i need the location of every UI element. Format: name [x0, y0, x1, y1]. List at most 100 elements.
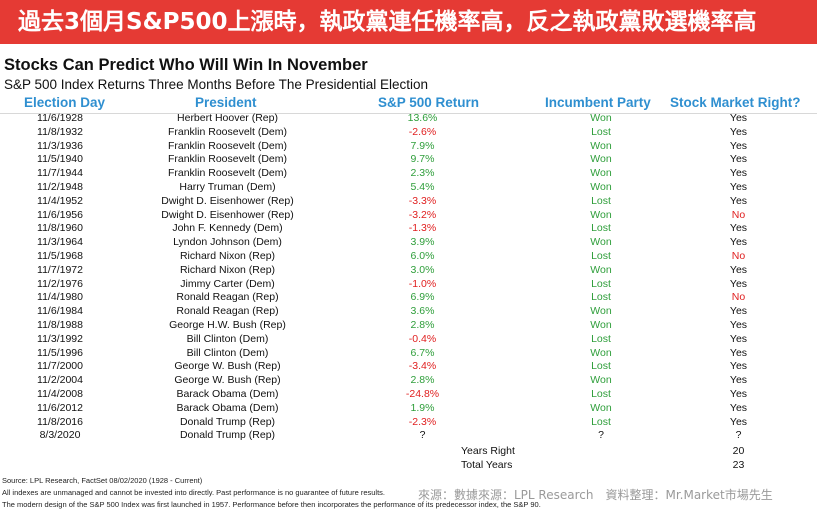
table-body: 11/6/1928 Herbert Hoover (Rep) 13.6% Won Yes… [0, 112, 817, 443]
table-row: 11/7/2000 George W. Bush (Rep) -3.4% Lost Ye… [0, 360, 817, 374]
cell-election-day: 11/8/2016 [37, 415, 83, 428]
cell-return: 2.8% [410, 374, 435, 387]
cell-president: Franklin Roosevelt (Dem) [167, 125, 288, 138]
cell-election-day: 11/5/1940 [37, 153, 83, 166]
cell-return: 1.9% [410, 401, 435, 414]
col-header-president: President [195, 95, 257, 110]
cell-president: Franklin Roosevelt (Dem) [167, 139, 288, 152]
cell-election-day: 11/2/2004 [37, 374, 83, 387]
cell-return: 6.0% [410, 249, 435, 262]
cell-election-day: 11/3/1936 [37, 139, 83, 152]
table-row: 11/4/1952 Dwight D. Eisenhower (Rep) -3.3%… [0, 195, 817, 209]
cell-president: Ronald Reagan (Rep) [176, 305, 279, 318]
table-row: 11/4/2008 Barack Obama (Dem) -24.8% Lost Yes [0, 388, 817, 402]
table-row: 11/6/2012 Barack Obama (Dem) 1.9% Won Yes [0, 402, 817, 416]
cell-incumbent-party: Won [590, 153, 612, 166]
chart-subtitle: S&P 500 Index Returns Three Months Befor… [4, 77, 428, 92]
cell-incumbent-party: Lost [591, 194, 611, 207]
cell-return: 6.9% [410, 291, 435, 304]
cell-election-day: 11/6/1984 [37, 305, 83, 318]
table-row: 11/8/1988 George H.W. Bush (Rep) 2.8% Won Ye… [0, 319, 817, 333]
cell-president: Barack Obama (Dem) [176, 401, 279, 414]
cell-president: Ronald Reagan (Rep) [176, 291, 279, 304]
cell-market-right: Yes [729, 180, 748, 193]
cell-incumbent-party: Won [590, 180, 612, 193]
years-right-label: Years Right [461, 445, 515, 457]
col-header-return: S&P 500 Return [378, 95, 480, 110]
cell-incumbent-party: Lost [591, 249, 611, 262]
cell-market-right: Yes [729, 112, 748, 124]
table-row: 11/8/1960 John F. Kennedy (Dem) -1.3% Lost Y… [0, 222, 817, 236]
cell-president: Barack Obama (Dem) [176, 387, 279, 400]
cell-election-day: 11/4/2008 [37, 387, 83, 400]
cell-incumbent-party: ? [598, 429, 604, 442]
cell-president: Franklin Roosevelt (Dem) [167, 167, 288, 180]
credit-watermark: 來源：數據來源：LPL Research 資料整理：Mr.Market市場先生 [418, 488, 773, 502]
cell-return: 3.0% [410, 263, 435, 276]
table-row: 11/3/1936 Franklin Roosevelt (Dem) 7.9% Won… [0, 140, 817, 154]
cell-incumbent-party: Lost [591, 415, 611, 428]
cell-market-right: Yes [729, 139, 748, 152]
cell-election-day: 11/6/2012 [37, 401, 83, 414]
cell-incumbent-party: Lost [591, 125, 611, 138]
cell-return: -3.3% [408, 194, 437, 207]
cell-election-day: 11/2/1976 [37, 277, 83, 290]
cell-market-right: Yes [729, 167, 748, 180]
col-header-market-right: Stock Market Right? [670, 95, 801, 110]
cell-election-day: 11/8/1988 [37, 318, 83, 331]
cell-market-right: No [731, 208, 746, 221]
cell-market-right: No [731, 291, 746, 304]
cell-president: Lyndon Johnson (Dem) [173, 236, 282, 249]
cell-election-day: 11/5/1968 [37, 249, 83, 262]
design-footnote: The modern design of the S&P 500 Index w… [2, 500, 541, 509]
cell-election-day: 11/2/1948 [37, 180, 83, 193]
cell-incumbent-party: Won [590, 305, 612, 318]
cell-election-day: 11/6/1956 [37, 208, 83, 221]
cell-incumbent-party: Won [590, 236, 612, 249]
cell-incumbent-party: Lost [591, 387, 611, 400]
cell-incumbent-party: Lost [591, 360, 611, 373]
table-row: 11/3/1964 Lyndon Johnson (Dem) 3.9% Won Yes [0, 236, 817, 250]
cell-market-right: Yes [729, 360, 748, 373]
cell-election-day: 11/6/1928 [37, 112, 83, 124]
cell-president: Bill Clinton (Dem) [186, 332, 269, 345]
cell-market-right: Yes [729, 401, 748, 414]
source-footnote: Source: LPL Research, FactSet 08/02/2020… [2, 476, 203, 485]
years-right-value: 20 [732, 445, 745, 457]
total-years-label: Total Years [461, 459, 513, 471]
cell-return: -2.3% [408, 415, 437, 428]
cell-market-right: Yes [729, 332, 748, 345]
cell-election-day: 11/5/1996 [37, 346, 83, 359]
cell-return: -3.4% [408, 360, 437, 373]
cell-market-right: Yes [729, 194, 748, 207]
cell-market-right: Yes [729, 222, 748, 235]
disclaimer-footnote: All indexes are unmanaged and cannot be … [2, 488, 386, 497]
cell-president: Richard Nixon (Rep) [179, 263, 276, 276]
cell-election-day: 11/4/1952 [37, 194, 83, 207]
table-row: 11/2/1948 Harry Truman (Dem) 5.4% Won Yes [0, 181, 817, 195]
cell-return: -2.6% [408, 125, 437, 138]
cell-return: 3.6% [410, 305, 435, 318]
cell-return: 2.8% [410, 318, 435, 331]
cell-incumbent-party: Lost [591, 277, 611, 290]
table-row: 11/4/1980 Ronald Reagan (Rep) 6.9% Lost No [0, 291, 817, 305]
col-header-election-day: Election Day [24, 95, 106, 110]
cell-election-day: 11/3/1992 [37, 332, 83, 345]
cell-incumbent-party: Won [590, 139, 612, 152]
cell-election-day: 8/3/2020 [39, 429, 81, 442]
cell-election-day: 11/4/1980 [37, 291, 83, 304]
table-row: 11/6/1984 Ronald Reagan (Rep) 3.6% Won Yes [0, 305, 817, 319]
cell-market-right: Yes [729, 263, 748, 276]
cell-president: Jimmy Carter (Dem) [180, 277, 275, 290]
cell-president: Donald Trump (Rep) [179, 415, 276, 428]
cell-market-right: ? [735, 429, 742, 442]
cell-incumbent-party: Lost [591, 332, 611, 345]
cell-president: Harry Truman (Dem) [179, 180, 276, 193]
table-row: 11/5/1968 Richard Nixon (Rep) 6.0% Lost No [0, 250, 817, 264]
cell-president: Herbert Hoover (Rep) [177, 112, 278, 124]
cell-incumbent-party: Won [590, 346, 612, 359]
cell-incumbent-party: Won [590, 401, 612, 414]
table-row: 11/3/1992 Bill Clinton (Dem) -0.4% Lost Yes [0, 333, 817, 347]
cell-return: -24.8% [405, 387, 440, 400]
cell-market-right: Yes [729, 346, 748, 359]
